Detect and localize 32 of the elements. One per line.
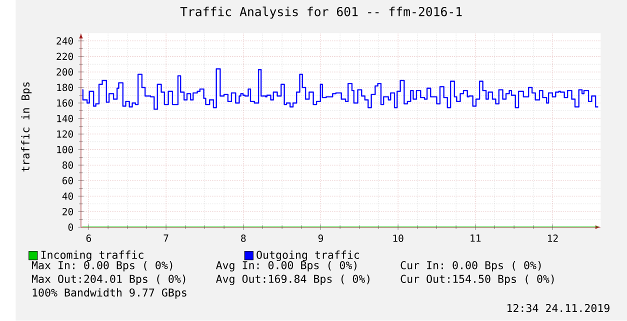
x-tick-label: 9 [318, 234, 323, 242]
y-tick-label: 40 [62, 192, 73, 200]
legend-label: Incoming traffic [41, 250, 144, 262]
y-tick-label: 180 [57, 84, 73, 92]
x-tick-label: 7 [164, 234, 168, 242]
y-tick-label: 220 [56, 52, 73, 60]
text: Avg In: 0.00 Bps ( 0%) [216, 261, 356, 272]
text: Max In: 0.00 Bps ( 0%) [32, 261, 172, 272]
chart-title: Traffic Analysis for 601 -- ffm-2016-1 [180, 6, 462, 19]
y-tick-label: 60 [62, 177, 73, 184]
text: Cur Out:154.50 Bps ( 0%) [400, 274, 554, 286]
text: 12:34 24.11.2019 [508, 304, 610, 312]
y-tick-label: 120 [57, 130, 73, 138]
text: 100% Bandwidth 9.77 GBps [32, 288, 186, 299]
y-tick-label: 80 [62, 162, 73, 169]
y-tick-label: 100 [57, 146, 73, 154]
y-tick-label: 240 [56, 37, 73, 45]
text: Cur In: 0.00 Bps ( 0%) [400, 261, 541, 272]
x-tick-label: 6 [86, 234, 92, 242]
y-tick-label: 160 [57, 99, 73, 107]
text: Avg Out:169.84 Bps ( 0%) [216, 274, 370, 286]
y-tick-label: 200 [56, 68, 73, 76]
legend-label: Outgoing traffic [256, 250, 360, 262]
x-tick-label: 8 [241, 234, 246, 242]
y-tick-label: 20 [62, 208, 73, 216]
y-tick-label: 0 [68, 224, 73, 231]
x-tick-label: 12 [548, 234, 558, 242]
y-tick-label: 140 [57, 114, 73, 122]
y-axis-title: traffic in Bps [21, 82, 32, 172]
x-tick-label: 10 [393, 234, 404, 242]
text: Max Out:204.01 Bps ( 0%) [32, 274, 186, 286]
x-tick-label: 11 [470, 234, 481, 242]
